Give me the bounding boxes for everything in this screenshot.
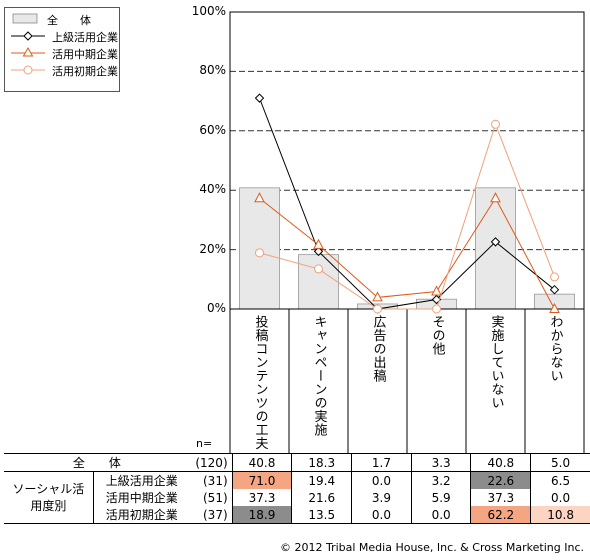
legend-label-advanced: 上級活用企業 xyxy=(52,31,118,44)
legend-label-middle: 活用中期企業 xyxy=(52,48,118,61)
legend-swatch-total xyxy=(12,13,38,24)
cell-value: 3.9 xyxy=(351,489,412,506)
cell-value-lowlight: 22.6 xyxy=(470,471,531,489)
series-line xyxy=(259,197,555,310)
legend-marker-circle xyxy=(23,65,33,75)
data-point-diamond xyxy=(490,237,501,247)
table-row-advanced: ソーシャル活用度別 上級活用企業 (31) 71.0 19.4 0.0 3.2 … xyxy=(4,471,590,524)
legend-swatches xyxy=(11,13,45,75)
cell-value: 40.8 xyxy=(231,453,292,472)
data-point-diamond xyxy=(313,246,324,257)
row-group-label-text: ソーシャル活用度別 xyxy=(12,481,85,513)
data-point-triangle xyxy=(313,238,324,249)
row-n-total: (120) xyxy=(189,453,233,472)
data-point-circle xyxy=(432,304,441,314)
data-point-circle xyxy=(550,272,559,282)
cell-value: 6.5 xyxy=(530,471,590,489)
data-point-diamond xyxy=(549,284,560,295)
cell-value: 0.0 xyxy=(351,506,412,524)
x-category-label: 広告の出稿 xyxy=(370,315,386,383)
bar xyxy=(298,254,339,310)
data-point-triangle xyxy=(549,302,560,313)
legend-item-middle: 活用中期企業 xyxy=(5,45,119,61)
cell-value: 3.3 xyxy=(410,453,471,472)
legend: 全 体 上級活用企業 活用中期企業 活用初期企業 xyxy=(4,7,120,92)
y-tick-label: 100% xyxy=(191,4,226,18)
data-point-circle xyxy=(255,248,264,258)
cell-value-light: 10.8 xyxy=(530,506,590,524)
cell-value: 3.2 xyxy=(410,471,471,489)
y-tick-label: 40% xyxy=(199,182,226,197)
series-line xyxy=(259,122,555,310)
cell-value-highlight: 62.2 xyxy=(470,506,531,524)
cell-value: 13.5 xyxy=(291,506,352,524)
row-n-middle: (51) xyxy=(203,490,228,505)
category-dividers xyxy=(229,308,585,453)
data-point-triangle xyxy=(372,291,383,302)
bar xyxy=(475,187,516,310)
data-point-circle xyxy=(491,119,500,129)
gridlines xyxy=(230,70,584,251)
copyright-footer: © 2012 Tribal Media House, Inc. & Cross … xyxy=(279,541,584,554)
data-table: 全 体 (120) 40.8 18.3 1.7 3.3 40.8 5.0 ソーシ… xyxy=(4,453,590,524)
cell-value: 19.4 xyxy=(291,471,352,489)
cell-value: 0.0 xyxy=(530,489,590,506)
row-label-advanced: 上級活用企業 xyxy=(92,471,190,489)
table-row-total: 全 体 (120) 40.8 18.3 1.7 3.3 40.8 5.0 xyxy=(4,453,590,472)
table-row-early: 活用初期企業 (37) 18.9 13.5 0.0 0.0 62.2 10.8 xyxy=(4,506,590,524)
cell-value: 5.9 xyxy=(410,489,471,506)
x-category-label: キャンペーンの実施 xyxy=(311,315,327,437)
cell-value-lowlight: 18.9 xyxy=(231,506,292,524)
cell-value: 1.7 xyxy=(351,453,412,472)
data-point-circle xyxy=(314,264,323,274)
row-label-middle: 活用中期企業 xyxy=(92,489,190,506)
legend-label-early: 活用初期企業 xyxy=(52,65,118,78)
y-tick-label: 0% xyxy=(206,301,226,315)
cell-value: 37.3 xyxy=(470,489,531,506)
y-tick-label: 80% xyxy=(199,63,226,78)
cell-value-highlight: 71.0 xyxy=(231,471,292,489)
x-category-label: その他 xyxy=(429,315,445,356)
cell-value: 21.6 xyxy=(291,489,352,506)
table-row-middle: 活用中期企業 (51) 37.3 21.6 3.9 5.9 37.3 0.0 xyxy=(4,489,590,506)
row-group-label: ソーシャル活用度別 xyxy=(4,471,94,524)
row-n-early: (37) xyxy=(189,506,233,524)
legend-label-total: 全 体 xyxy=(47,14,91,27)
row-label-total: 全 体 xyxy=(4,453,190,472)
data-point-triangle xyxy=(490,192,501,203)
legend-item-total: 全 体 xyxy=(5,11,119,27)
legend-marker-diamond xyxy=(23,31,33,41)
cell-value: 0.0 xyxy=(351,471,412,489)
legend-item-early: 活用初期企業 xyxy=(5,62,119,78)
x-category-label: わからない xyxy=(547,315,563,383)
data-point-circle xyxy=(373,304,382,314)
n-label: n= xyxy=(196,437,213,450)
x-category-label: 実施していない xyxy=(488,315,504,410)
row-label-early: 活用初期企業 xyxy=(92,506,190,524)
y-tick-label: 20% xyxy=(199,241,226,256)
row-n-advanced: (31) xyxy=(203,473,228,488)
data-point-diamond xyxy=(254,93,265,103)
legend-marker-triangle xyxy=(22,46,34,57)
x-category-label: 投稿コンテンツの工夫 xyxy=(252,315,268,450)
data-point-triangle xyxy=(431,285,442,296)
cell-value: 0.0 xyxy=(410,506,471,524)
y-tick-label: 60% xyxy=(199,122,226,137)
series-line xyxy=(259,97,555,310)
cell-value: 37.3 xyxy=(231,489,292,506)
cell-value: 40.8 xyxy=(470,453,531,472)
legend-item-advanced: 上級活用企業 xyxy=(5,28,119,44)
series-lines xyxy=(254,93,560,314)
cell-value: 5.0 xyxy=(530,453,590,472)
data-point-triangle xyxy=(254,192,265,203)
cell-value: 18.3 xyxy=(291,453,352,472)
bars xyxy=(239,187,575,310)
